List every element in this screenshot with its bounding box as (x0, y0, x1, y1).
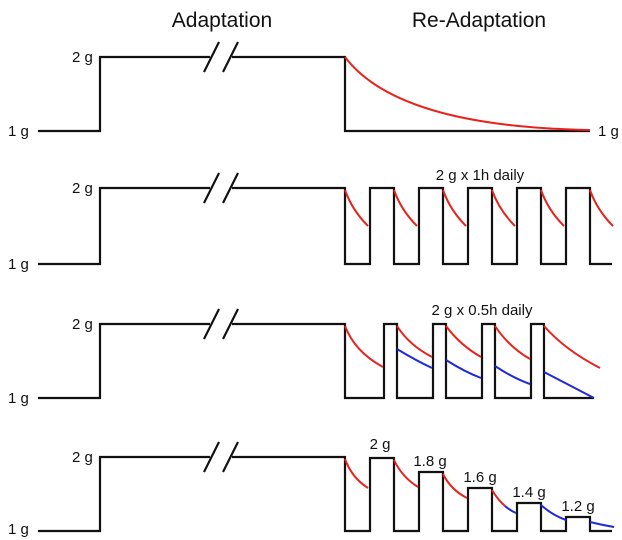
panel-1: 1 g 2 g 1 g (8, 41, 619, 140)
panel-4-pulse-label-1: 2 g (370, 436, 391, 453)
panel-3-high-label: 2 g (72, 316, 93, 333)
panel-3-red-curves (344, 325, 601, 369)
panel-4-blue-curves (504, 504, 615, 528)
panel-3-blue-curves (396, 348, 595, 399)
readaptation-header: Re-Adaptation (412, 9, 546, 32)
panel-3-axis-break-icon (203, 308, 239, 340)
panel-2-low-label: 1 g (8, 256, 29, 273)
panel-1-axis-break-icon (203, 41, 239, 73)
panel-4-low-label: 1 g (8, 521, 29, 538)
panel-2-high-label: 2 g (72, 180, 93, 197)
panel-4-step-trace (38, 455, 612, 533)
panel-1-end-label: 1 g (598, 123, 619, 140)
panel-3-step-trace (38, 322, 594, 400)
panel-4-pulse-label-5: 1.2 g (561, 498, 594, 515)
panel-1-readaptation-curve (344, 56, 591, 131)
panel-1-step-trace (38, 55, 590, 133)
panel-2: 1 g 2 g 2 g x 1h daily (8, 167, 614, 273)
panel-1-high-label: 2 g (72, 49, 93, 66)
panel-4-pulse-label-3: 1.6 g (463, 469, 496, 486)
panel-4-red-curves (344, 458, 506, 507)
panel-4-pulse-label-4: 1.4 g (512, 484, 545, 501)
panel-2-protocol-label: 2 g x 1h daily (436, 167, 525, 184)
panel-3-low-label: 1 g (8, 390, 29, 407)
panel-2-step-trace (38, 186, 612, 266)
panel-1-low-label: 1 g (8, 123, 29, 140)
panel-2-axis-break-icon (203, 172, 239, 204)
panel-2-readaptation-curves (344, 189, 614, 227)
panel-3-protocol-label: 2 g x 0.5h daily (432, 302, 533, 319)
adaptation-header: Adaptation (172, 9, 272, 32)
panel-4-pulse-label-2: 1.8 g (413, 453, 446, 470)
panel-3: 1 g 2 g 2 g x 0.5h daily (8, 302, 601, 407)
panel-4-high-label: 2 g (72, 449, 93, 466)
panel-4: 1 g 2 g 2 g 1.8 g 1.6 g 1.4 g 1.2 g (8, 436, 615, 538)
panel-4-axis-break-icon (203, 441, 239, 473)
